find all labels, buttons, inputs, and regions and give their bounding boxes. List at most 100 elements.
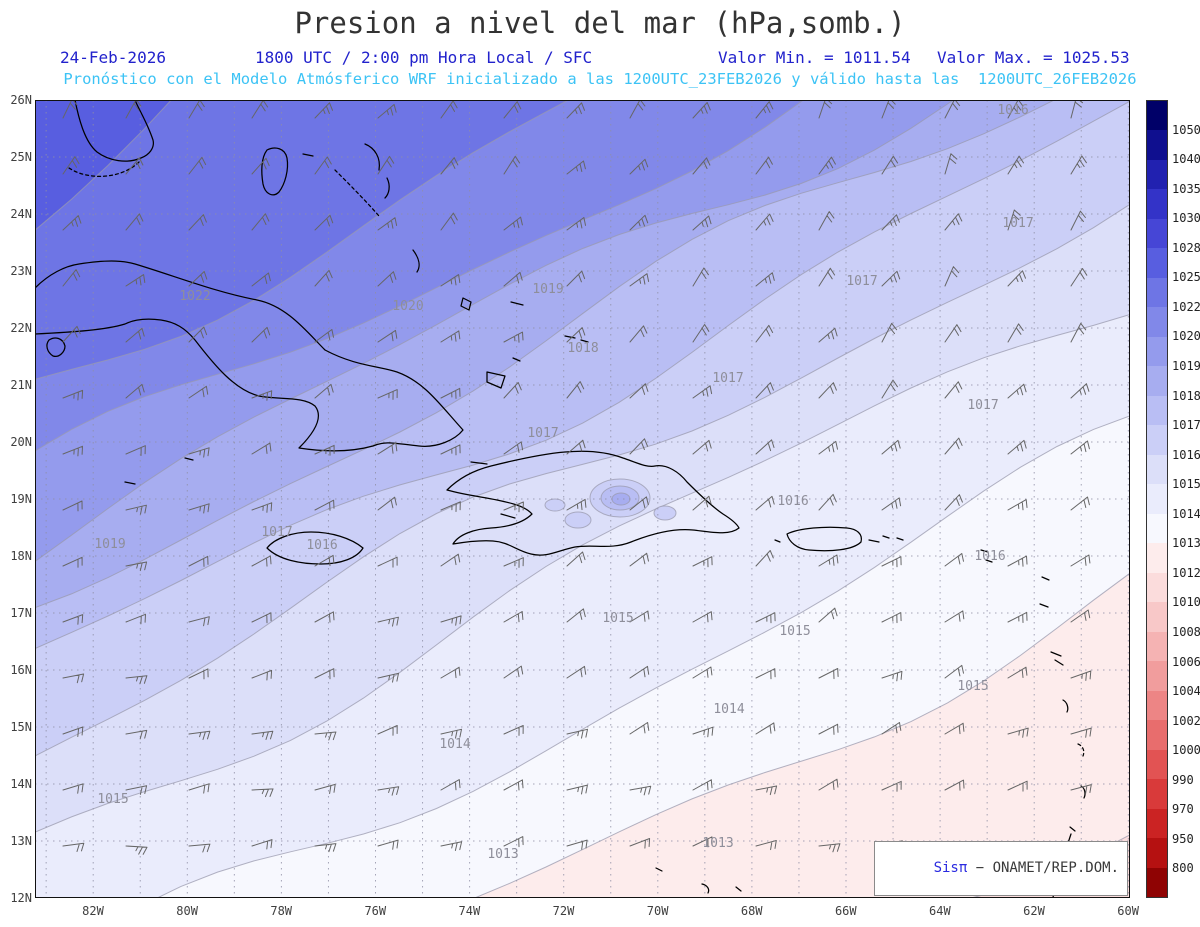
wind-barbs-layer (62, 100, 1093, 855)
coastline (364, 143, 381, 171)
lon-label: 70W (646, 904, 669, 918)
coastline (460, 297, 472, 311)
lon-label: 64W (929, 904, 951, 918)
colorbar-label: 1010 (1172, 595, 1200, 610)
colorbar-label: 1016 (1172, 447, 1200, 462)
coastline (500, 513, 516, 519)
coastline (266, 531, 364, 565)
contour-label: 1013 (487, 847, 518, 862)
coastline (68, 161, 140, 178)
colorbar-swatch (1147, 248, 1167, 278)
lat-label: 21N (10, 378, 32, 392)
colorbar-label: 970 (1172, 802, 1194, 817)
colorbar-label: 1040 (1172, 152, 1200, 167)
coastline (735, 886, 742, 892)
lon-label: 72W (552, 904, 575, 918)
coastline (655, 867, 663, 872)
colorbar-label: 1018 (1172, 388, 1200, 403)
colorbar-label: 1019 (1172, 359, 1200, 373)
valid-time: 1800 UTC / 2:00 pm Hora Local / SFC (255, 48, 593, 67)
lat-label: 22N (10, 321, 32, 335)
colorbar-swatch (1147, 218, 1167, 249)
contour-labels: 1022 1020 1019 1018 1017 1017 1017 1017 1017 1016… (94, 103, 1033, 862)
lat-label: 13N (10, 834, 32, 848)
pressure-band-1022 (35, 100, 569, 380)
isobar-1015 (35, 314, 1130, 833)
colorbar-swatch (1147, 307, 1167, 337)
isobar-1019 (35, 100, 955, 562)
coastline (882, 535, 904, 541)
value-max: Valor Max. = 1025.53 (937, 48, 1130, 67)
coastline (1069, 826, 1076, 832)
colorbar-swatch (1147, 749, 1167, 780)
coastline (470, 461, 488, 465)
colorbar-label: 1000 (1172, 743, 1200, 758)
contour-label: 1020 (392, 299, 423, 314)
coastline (868, 539, 880, 543)
colorbar-swatch (1147, 101, 1167, 131)
colorbar-label: 1030 (1172, 211, 1200, 226)
colorbar-label: 1050 (1172, 122, 1200, 137)
lon-label: 82W (82, 904, 104, 918)
lat-label: 14N (10, 777, 32, 791)
colorbar-label: 1035 (1172, 181, 1200, 196)
colorbar-swatch (1147, 189, 1167, 219)
colorbar-label: 1006 (1172, 654, 1200, 669)
colorbar-swatch (1147, 661, 1167, 691)
coastline (46, 337, 66, 358)
colorbar-swatch (1147, 779, 1167, 809)
coastline (512, 357, 521, 362)
coastline (486, 371, 506, 389)
colorbar-swatch (1147, 808, 1167, 839)
colorbar-swatch (1147, 690, 1167, 721)
contour-label: 1016 (997, 103, 1028, 118)
coastline (1039, 603, 1049, 608)
coastline (35, 260, 464, 452)
lat-label: 18N (10, 549, 32, 563)
pressure-band-1025 (35, 100, 172, 231)
lon-label: 80W (176, 904, 198, 918)
lat-label: 23N (10, 264, 32, 278)
colorbar-swatch (1147, 366, 1167, 396)
coastline (786, 526, 863, 552)
coastline (774, 539, 781, 543)
isobar-1018 (35, 100, 1056, 609)
contour-label: 1016 (974, 549, 1005, 564)
colorbar-swatch (1147, 425, 1167, 455)
coastline (446, 450, 740, 556)
isobar-1020 (35, 100, 805, 452)
contour-label: 1013 (702, 836, 733, 851)
contour-label: 1019 (532, 282, 563, 297)
coastline (184, 457, 194, 461)
lat-label: 19N (10, 492, 32, 506)
value-min: Valor Min. = 1011.54 (718, 48, 911, 67)
colorbar-swatch (1147, 572, 1167, 603)
colorbar-swatch (1147, 543, 1167, 573)
contour-label: 1015 (602, 611, 633, 626)
coastline (384, 177, 390, 199)
coastline (334, 169, 380, 217)
isobar-1016 (35, 203, 1130, 757)
lat-label: 17N (10, 606, 32, 620)
colorbar-swatch (1147, 336, 1167, 367)
run-date: 24-Feb-2026 (60, 48, 166, 67)
colorbar-label: 1004 (1172, 684, 1200, 699)
contour-label: 1022 (179, 289, 210, 304)
contour-label: 1019 (94, 537, 125, 552)
contour-label: 1017 (1002, 216, 1033, 231)
lat-label: 12N (10, 891, 32, 905)
lat-label: 25N (10, 150, 32, 164)
colorbar-swatch (1147, 867, 1167, 898)
map-frame (35, 100, 1130, 898)
coastline (564, 335, 589, 343)
colorbar-label: 1008 (1172, 625, 1200, 639)
colorbar-swatch (1147, 484, 1167, 514)
colorbar-label: 990 (1172, 772, 1194, 787)
lat-label: 20N (10, 435, 32, 449)
lon-label: 74W (458, 904, 481, 918)
pressure-blob (611, 492, 631, 506)
contour-label: 1017 (261, 525, 292, 540)
colorbar-label: 1020 (1172, 329, 1200, 344)
colorbar-label: 950 (1172, 831, 1194, 846)
